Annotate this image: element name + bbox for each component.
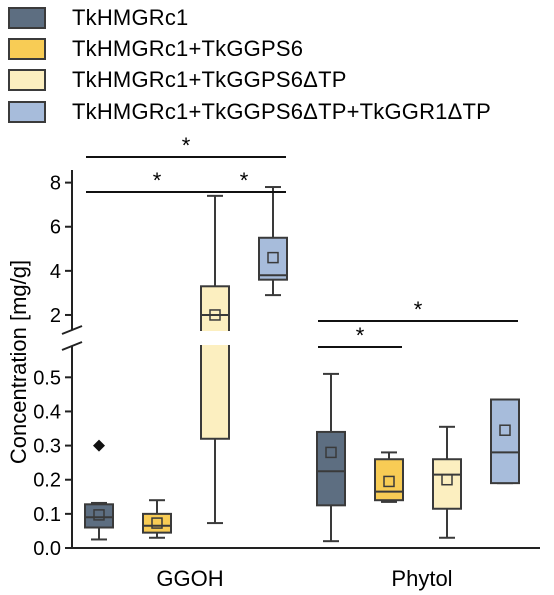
mean-marker <box>93 509 105 521</box>
box <box>258 236 288 281</box>
y-tick-label: 0.5 <box>33 367 61 389</box>
legend-swatch-1 <box>8 7 46 29</box>
mean-marker <box>325 446 337 459</box>
y-tick-label: 0.2 <box>33 470 61 492</box>
legend-label-1: TkHMGRc1 <box>72 5 189 30</box>
y-tick-label: 4 <box>50 261 61 283</box>
axis-break-mark <box>61 325 83 335</box>
y-axis-label: Concentration [mg/g] <box>6 260 31 464</box>
outlier-point <box>93 439 105 452</box>
significance-label: * <box>240 168 249 193</box>
legend-swatch-3 <box>8 69 46 91</box>
y-tick-label: 8 <box>50 173 61 195</box>
box <box>490 398 520 485</box>
y-tick-label: 0.0 <box>33 538 61 560</box>
box <box>200 285 230 440</box>
legend-label-3: TkHMGRc1+TkGGPS6ΔTP <box>72 67 347 92</box>
y-tick-label: 0.4 <box>33 401 61 423</box>
legend-entry-4: TkHMGRc1+TkGGPS6ΔTP+TkGGR1ΔTP <box>8 98 491 126</box>
mean-marker <box>267 251 279 264</box>
legend-swatch-2 <box>8 38 46 60</box>
significance-label: * <box>356 323 365 348</box>
legend-label-4: TkHMGRc1+TkGGPS6ΔTP+TkGGR1ΔTP <box>72 99 492 124</box>
significance-label: * <box>182 133 191 158</box>
mean-marker <box>441 473 453 486</box>
legend-entry-1: TkHMGRc1 <box>8 4 189 32</box>
legend-swatch-4 <box>8 101 46 123</box>
significance-label: * <box>414 297 423 322</box>
box <box>84 503 114 529</box>
mean-marker <box>151 517 163 529</box>
legend-entry-3: TkHMGRc1+TkGGPS6ΔTP <box>8 66 347 94</box>
y-tick-label: 6 <box>50 217 61 239</box>
legend-entry-2: TkHMGRc1+TkGGPS6 <box>8 35 303 63</box>
box <box>374 458 404 502</box>
axis-break-mark <box>61 341 83 351</box>
y-tick-label: 2 <box>50 305 61 327</box>
significance-label: * <box>153 168 162 193</box>
box <box>142 512 172 534</box>
x-tick-label: Phytol <box>391 566 452 591</box>
y-tick-label: 0.3 <box>33 436 61 458</box>
x-tick-label: GGOH <box>156 566 223 591</box>
box <box>316 430 346 507</box>
mean-marker <box>383 475 395 488</box>
y-tick-label: 0.1 <box>33 504 61 526</box>
legend-label-2: TkHMGRc1+TkGGPS6 <box>72 36 304 61</box>
axis-break-gap <box>200 331 230 345</box>
mean-marker <box>209 309 221 321</box>
mean-marker <box>499 424 511 436</box>
